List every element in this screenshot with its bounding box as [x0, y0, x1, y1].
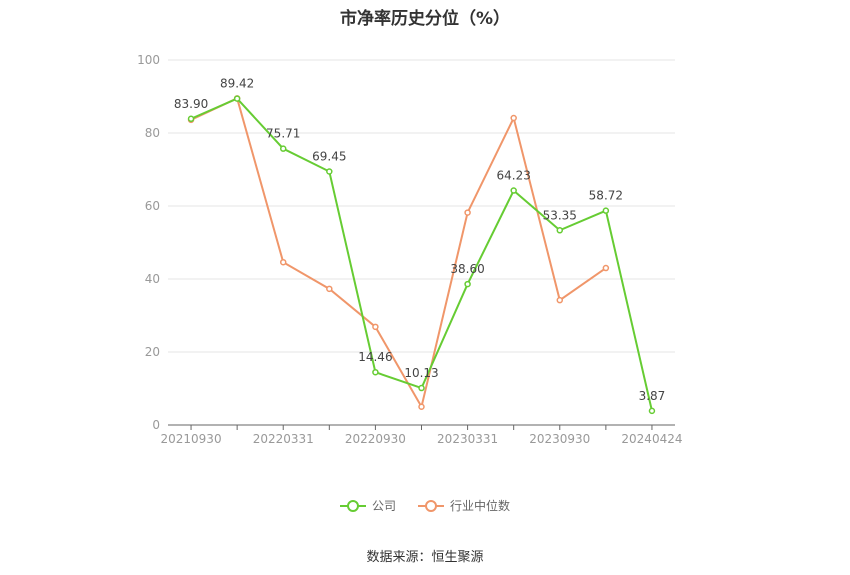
y-tick-label: 100: [137, 53, 160, 67]
data-label: 38.60: [450, 262, 484, 276]
data-labels: 83.90 89.42 75.71 69.45 14.46 10.13 38.60 64.23…: [174, 77, 665, 403]
legend-label-company: 公司: [371, 499, 396, 513]
data-label: 64.23: [497, 169, 531, 183]
data-point-industry-median: [279, 258, 287, 266]
y-tick-label: 0: [152, 418, 160, 432]
legend-item-company[interactable]: 公司: [339, 497, 396, 514]
data-label: 53.35: [543, 208, 577, 222]
data-point-company: [326, 168, 333, 175]
legend-industry-marker-icon: [418, 499, 444, 513]
data-point-industry-median: [556, 296, 564, 304]
data-point-company: [556, 227, 564, 234]
legend-item-industry-median[interactable]: 行业中位数: [418, 497, 510, 514]
data-label: 83.90: [174, 97, 208, 111]
data-point-company: [187, 115, 195, 123]
x-tick-label: 20220331: [253, 432, 314, 446]
x-tick-label: 20230331: [437, 432, 498, 446]
data-point-industry-median: [326, 285, 333, 293]
x-tick-label: 20240424: [621, 432, 682, 446]
data-label: 69.45: [312, 150, 346, 164]
y-tick-label: 20: [145, 345, 160, 359]
series-line-company: [190, 97, 653, 412]
data-label: 14.46: [358, 350, 392, 364]
legend: 公司 行业中位数: [0, 497, 850, 514]
legend-company-marker-icon: [339, 499, 366, 513]
data-label: 89.42: [220, 77, 254, 91]
data-label: 10.13: [404, 366, 438, 380]
line-chart: 0 20 40 60 80 100 20210930 20220331 20220930 2023…: [137, 53, 682, 446]
data-point-company: [464, 280, 471, 288]
data-point-company: [372, 368, 379, 376]
data-source: 数据来源：恒生聚源: [366, 550, 484, 565]
axes: 0 20 40 60 80 100 20210930 20220331 20220930 2023…: [137, 53, 682, 446]
data-point-industry-median: [372, 323, 379, 331]
y-tick-label: 80: [145, 126, 160, 140]
legend-label-industry-median: 行业中位数: [450, 499, 511, 513]
data-point-industry-median: [464, 209, 471, 216]
chart-title: 市净率历史分位（%）: [339, 9, 511, 29]
grid-lines: [168, 59, 675, 353]
data-point-company: [233, 95, 241, 102]
data-label: 3.87: [639, 389, 666, 403]
data-label: 75.71: [266, 127, 300, 141]
x-tick-label: 20220930: [345, 432, 406, 446]
data-point-company: [510, 187, 517, 194]
series-line-industry-median: [190, 96, 607, 410]
data-point-industry-median: [418, 403, 425, 410]
x-tick-label: 20230930: [529, 432, 590, 446]
y-tick-label: 40: [145, 272, 160, 286]
y-tick-label: 60: [145, 199, 160, 213]
data-label: 58.72: [589, 189, 623, 203]
data-point-company: [279, 145, 287, 152]
series-lines: [187, 95, 656, 415]
data-point-industry-median: [602, 264, 610, 272]
data-point-company: [418, 384, 425, 392]
data-point-industry-median: [510, 114, 517, 122]
data-point-company: [648, 407, 656, 415]
data-point-company: [602, 207, 610, 214]
x-tick-label: 20210930: [161, 432, 222, 446]
